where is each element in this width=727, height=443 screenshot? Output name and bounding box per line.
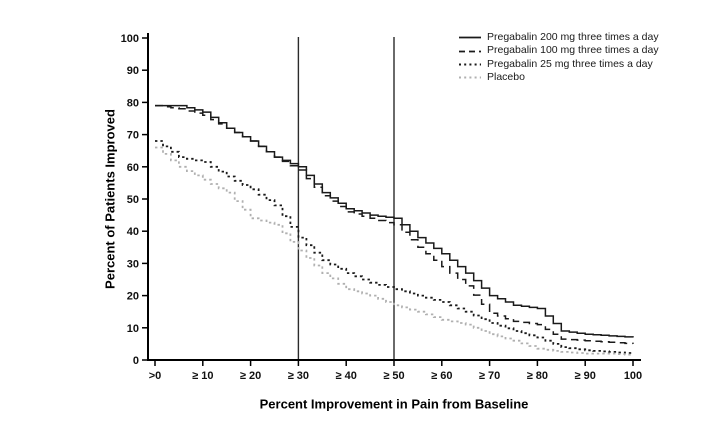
x-tick-label: ≥ 50: [383, 370, 404, 382]
x-tick-label: >0: [149, 370, 162, 382]
legend-label: Pregabalin 100 mg three times a day: [487, 44, 659, 57]
legend-label: Pregabalin 200 mg three times a day: [487, 31, 659, 43]
legend-item: Pregabalin 100 mg three times a day: [458, 44, 659, 57]
legend-item: Pregabalin 200 mg three times a day: [458, 31, 659, 44]
series-line-2: [155, 140, 634, 354]
y-tick-label: 30: [127, 258, 139, 270]
y-tick-label: 60: [127, 162, 139, 174]
solid-line-icon: [459, 36, 481, 39]
dotted-line-icon: [459, 63, 481, 66]
legend: Pregabalin 200 mg three times a day Preg…: [458, 31, 659, 85]
x-tick-label: ≥ 60: [431, 370, 452, 382]
y-tick-label: 0: [133, 355, 139, 367]
y-tick-label: 20: [127, 291, 139, 303]
legend-label: Placebo: [487, 71, 525, 84]
x-tick-label: ≥ 40: [336, 370, 357, 382]
x-tick-label: ≥ 80: [527, 370, 548, 382]
x-tick-label: 100: [624, 370, 642, 382]
series-line-3: [155, 146, 634, 356]
legend-label: Pregabalin 25 mg three times a day: [487, 57, 653, 70]
y-tick-label: 80: [127, 97, 139, 109]
y-tick-label: 70: [127, 130, 139, 142]
x-tick-label: ≥ 20: [240, 370, 261, 382]
series-line-1: [155, 104, 634, 345]
x-tick-label: ≥ 70: [479, 370, 500, 382]
y-tick-label: 40: [127, 226, 139, 238]
x-tick-label: ≥ 90: [575, 370, 596, 382]
legend-item: Placebo: [458, 71, 659, 84]
dotted-gray-line-icon: [459, 76, 481, 79]
y-tick-label: 100: [121, 33, 139, 45]
y-tick-label: 90: [127, 65, 139, 77]
y-tick-label: 10: [127, 323, 139, 335]
x-axis-title: Percent Improvement in Pain from Baselin…: [259, 396, 529, 412]
legend-item: Pregabalin 25 mg three times a day: [458, 58, 659, 71]
dashed-line-icon: [459, 50, 481, 52]
y-tick-label: 50: [127, 194, 139, 206]
x-tick-label: ≥ 10: [192, 370, 213, 382]
x-tick-label: ≥ 30: [288, 370, 309, 382]
y-axis-title: Percent of Patients Improved: [102, 109, 118, 289]
